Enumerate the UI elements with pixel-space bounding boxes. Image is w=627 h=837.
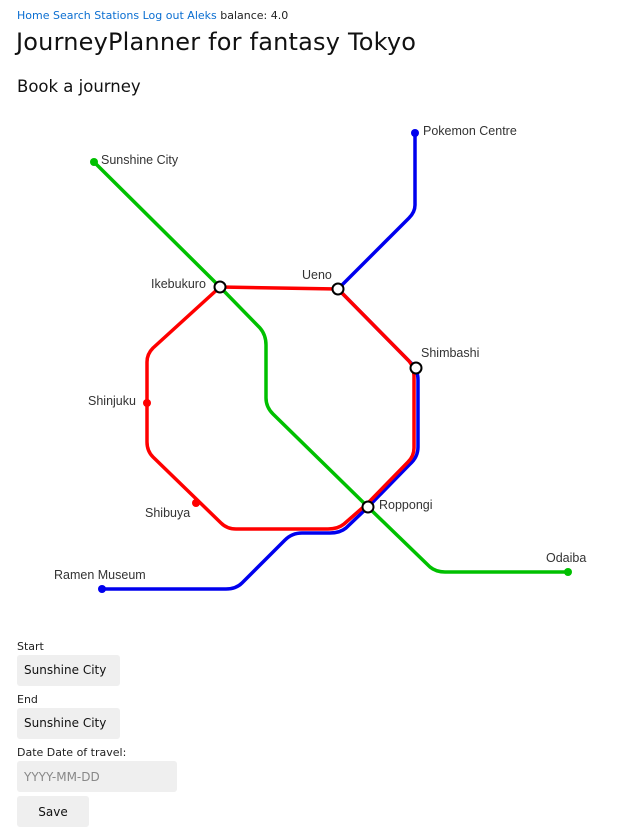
station-label-shinjuku: Shinjuku <box>88 394 136 408</box>
station-shinjuku-dot[interactable] <box>143 399 151 407</box>
end-select[interactable]: Sunshine City <box>17 708 120 739</box>
date-label: Date Date of travel: <box>17 746 127 759</box>
nav-home-link[interactable]: Home <box>17 9 50 22</box>
nav-stations-link[interactable]: Stations <box>94 9 140 22</box>
station-ramen-museum-dot[interactable] <box>98 585 106 593</box>
save-button[interactable]: Save <box>17 796 89 827</box>
end-label: End <box>17 693 38 706</box>
station-label-shimbashi: Shimbashi <box>421 346 479 360</box>
start-select[interactable]: Sunshine City <box>17 655 120 686</box>
station-label-ueno: Ueno <box>302 268 332 282</box>
station-label-shibuya: Shibuya <box>145 506 190 520</box>
date-input[interactable] <box>17 761 177 792</box>
nav-search-link[interactable]: Search <box>52 9 91 22</box>
station-odaiba-dot[interactable] <box>564 568 572 576</box>
blue-line <box>102 133 420 591</box>
metro-map: Pokemon Centre Sunshine City Ikebukuro U… <box>54 124 586 593</box>
station-label-ikebukuro: Ikebukuro <box>151 277 206 291</box>
station-roppongi-interchange[interactable] <box>361 500 375 514</box>
station-label-pokemon-centre: Pokemon Centre <box>423 124 517 138</box>
nav-user-link[interactable]: Aleks <box>187 9 217 22</box>
top-nav: Home Search Stations Log out Aleks balan… <box>17 9 288 22</box>
station-ueno-interchange[interactable] <box>331 282 345 296</box>
booking-form: Start Sunshine City End Sunshine City Da… <box>17 640 177 827</box>
station-label-odaiba: Odaiba <box>546 551 586 565</box>
section-title: Book a journey <box>17 77 141 96</box>
station-label-sunshine-city: Sunshine City <box>101 153 179 167</box>
start-label: Start <box>17 640 44 653</box>
green-line <box>92 160 568 574</box>
station-sunshine-city-dot[interactable] <box>90 158 98 166</box>
station-ikebukuro-interchange[interactable] <box>213 280 227 294</box>
station-label-ramen-museum: Ramen Museum <box>54 568 146 582</box>
station-shimbashi-interchange[interactable] <box>409 361 423 375</box>
balance-text: balance: 4.0 <box>220 9 289 22</box>
page-title: JourneyPlanner for fantasy Tokyo <box>16 28 417 56</box>
station-shibuya-dot[interactable] <box>192 499 200 507</box>
nav-logout-link[interactable]: Log out <box>142 9 184 22</box>
station-pokemon-centre-dot[interactable] <box>411 129 419 137</box>
red-line <box>145 285 416 531</box>
station-label-roppongi: Roppongi <box>379 498 433 512</box>
